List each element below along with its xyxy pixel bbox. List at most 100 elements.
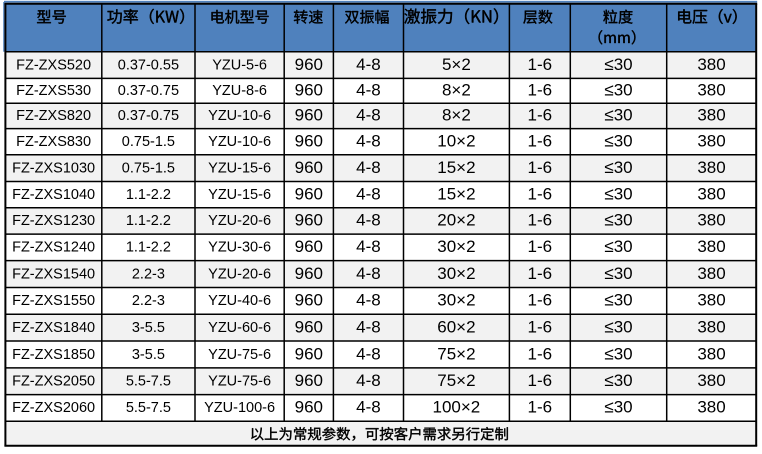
svg-text:380: 380 xyxy=(697,106,725,125)
svg-text:FZ-ZXS1540: FZ-ZXS1540 xyxy=(12,266,95,282)
svg-text:FZ-ZXS2050: FZ-ZXS2050 xyxy=(12,374,95,390)
svg-text:4-8: 4-8 xyxy=(356,158,381,177)
svg-text:1-6: 1-6 xyxy=(528,398,553,417)
svg-text:1-6: 1-6 xyxy=(528,264,553,283)
svg-text:≤30: ≤30 xyxy=(604,398,632,417)
svg-text:≤30: ≤30 xyxy=(604,237,632,256)
svg-text:960: 960 xyxy=(295,237,323,256)
svg-text:1-6: 1-6 xyxy=(528,158,553,177)
svg-text:FZ-ZXS1240: FZ-ZXS1240 xyxy=(12,240,95,256)
svg-text:960: 960 xyxy=(295,184,323,203)
svg-text:0.37-0.55: 0.37-0.55 xyxy=(118,57,179,73)
svg-text:380: 380 xyxy=(697,184,725,203)
svg-text:960: 960 xyxy=(295,106,323,125)
svg-text:2.2-3: 2.2-3 xyxy=(132,293,165,309)
svg-text:1-6: 1-6 xyxy=(528,237,553,256)
svg-text:3-5.5: 3-5.5 xyxy=(132,320,165,336)
svg-text:30×2: 30×2 xyxy=(437,237,475,256)
svg-text:20×2: 20×2 xyxy=(437,211,475,230)
svg-text:960: 960 xyxy=(295,264,323,283)
svg-text:960: 960 xyxy=(295,291,323,310)
svg-text:1.1-2.2: 1.1-2.2 xyxy=(126,240,171,256)
svg-text:960: 960 xyxy=(295,158,323,177)
svg-text:≤30: ≤30 xyxy=(604,211,632,230)
svg-text:4-8: 4-8 xyxy=(356,81,381,100)
svg-text:75×2: 75×2 xyxy=(437,371,475,390)
svg-text:60×2: 60×2 xyxy=(437,317,475,336)
svg-text:1-6: 1-6 xyxy=(528,291,553,310)
svg-text:380: 380 xyxy=(697,158,725,177)
svg-text:960: 960 xyxy=(295,81,323,100)
svg-text:8×2: 8×2 xyxy=(442,106,471,125)
svg-text:380: 380 xyxy=(697,55,725,74)
svg-text:≤30: ≤30 xyxy=(604,158,632,177)
svg-text:FZ-ZXS530: FZ-ZXS530 xyxy=(16,83,91,99)
svg-text:30×2: 30×2 xyxy=(437,264,475,283)
svg-text:YZU-20-6: YZU-20-6 xyxy=(208,266,271,282)
svg-text:960: 960 xyxy=(295,317,323,336)
svg-text:960: 960 xyxy=(295,344,323,363)
svg-text:380: 380 xyxy=(697,211,725,230)
svg-text:1-6: 1-6 xyxy=(528,371,553,390)
svg-text:4-8: 4-8 xyxy=(356,55,381,74)
svg-text:5.5-7.5: 5.5-7.5 xyxy=(126,400,171,416)
svg-text:YZU-60-6: YZU-60-6 xyxy=(208,320,271,336)
svg-text:4-8: 4-8 xyxy=(356,344,381,363)
svg-text:0.75-1.5: 0.75-1.5 xyxy=(122,134,175,150)
svg-text:0.37-0.75: 0.37-0.75 xyxy=(118,108,179,124)
svg-text:380: 380 xyxy=(697,264,725,283)
svg-text:8×2: 8×2 xyxy=(442,81,471,100)
svg-text:10×2: 10×2 xyxy=(437,132,475,151)
svg-text:380: 380 xyxy=(697,81,725,100)
svg-text:4-8: 4-8 xyxy=(356,398,381,417)
svg-text:FZ-ZXS1230: FZ-ZXS1230 xyxy=(12,213,95,229)
svg-text:960: 960 xyxy=(295,55,323,74)
svg-text:≤30: ≤30 xyxy=(604,106,632,125)
svg-text:380: 380 xyxy=(697,132,725,151)
svg-text:75×2: 75×2 xyxy=(437,344,475,363)
svg-text:4-8: 4-8 xyxy=(356,132,381,151)
svg-text:YZU-100-6: YZU-100-6 xyxy=(204,400,275,416)
svg-text:≤30: ≤30 xyxy=(604,344,632,363)
svg-text:YZU-75-6: YZU-75-6 xyxy=(208,347,271,363)
svg-text:FZ-ZXS820: FZ-ZXS820 xyxy=(16,108,91,124)
svg-text:YZU-30-6: YZU-30-6 xyxy=(208,240,271,256)
svg-text:1-6: 1-6 xyxy=(528,317,553,336)
svg-text:1.1-2.2: 1.1-2.2 xyxy=(126,187,171,203)
svg-text:YZU-20-6: YZU-20-6 xyxy=(208,213,271,229)
svg-text:0.37-0.75: 0.37-0.75 xyxy=(118,83,179,99)
svg-text:380: 380 xyxy=(697,371,725,390)
svg-text:960: 960 xyxy=(295,132,323,151)
svg-text:≤30: ≤30 xyxy=(604,371,632,390)
svg-text:1-6: 1-6 xyxy=(528,106,553,125)
svg-text:380: 380 xyxy=(697,317,725,336)
svg-text:380: 380 xyxy=(697,398,725,417)
svg-text:≤30: ≤30 xyxy=(604,184,632,203)
svg-text:380: 380 xyxy=(697,237,725,256)
svg-text:≤30: ≤30 xyxy=(604,55,632,74)
svg-text:960: 960 xyxy=(295,398,323,417)
svg-text:1-6: 1-6 xyxy=(528,132,553,151)
svg-text:380: 380 xyxy=(697,344,725,363)
svg-text:30×2: 30×2 xyxy=(437,291,475,310)
svg-text:2.2-3: 2.2-3 xyxy=(132,266,165,282)
svg-text:FZ-ZXS830: FZ-ZXS830 xyxy=(16,134,91,150)
svg-text:100×2: 100×2 xyxy=(433,398,481,417)
svg-text:YZU-15-6: YZU-15-6 xyxy=(208,187,271,203)
svg-text:1-6: 1-6 xyxy=(528,81,553,100)
svg-text:4-8: 4-8 xyxy=(356,317,381,336)
svg-text:FZ-ZXS1550: FZ-ZXS1550 xyxy=(12,293,95,309)
svg-text:FZ-ZXS1030: FZ-ZXS1030 xyxy=(12,160,95,176)
svg-text:≤30: ≤30 xyxy=(604,291,632,310)
svg-text:4-8: 4-8 xyxy=(356,291,381,310)
svg-text:YZU-40-6: YZU-40-6 xyxy=(208,293,271,309)
svg-text:≤30: ≤30 xyxy=(604,264,632,283)
svg-text:YZU-10-6: YZU-10-6 xyxy=(208,134,271,150)
svg-text:FZ-ZXS1850: FZ-ZXS1850 xyxy=(12,347,95,363)
svg-text:YZU-75-6: YZU-75-6 xyxy=(208,374,271,390)
svg-text:1-6: 1-6 xyxy=(528,55,553,74)
svg-text:≤30: ≤30 xyxy=(604,132,632,151)
svg-text:FZ-ZXS1840: FZ-ZXS1840 xyxy=(12,320,95,336)
svg-text:3-5.5: 3-5.5 xyxy=(132,347,165,363)
svg-text:0.75-1.5: 0.75-1.5 xyxy=(122,160,175,176)
